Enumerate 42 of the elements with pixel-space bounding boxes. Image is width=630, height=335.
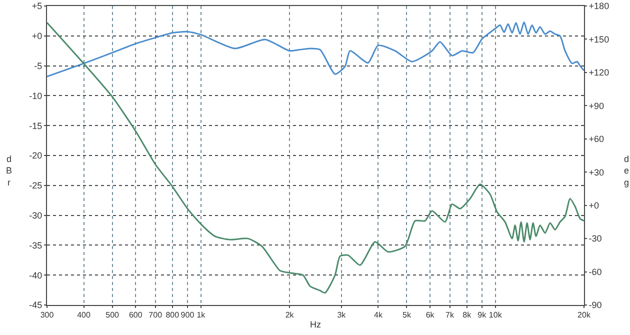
x-tick-label: 1k [196, 310, 206, 320]
y-tick-label: -10 [29, 90, 42, 101]
x-tick-label: 400 [77, 310, 91, 320]
y2-tick-label: +120 [588, 68, 610, 78]
y-tick-label: -5 [34, 60, 42, 71]
y-tick-label: -15 [29, 120, 42, 131]
y-tick-label: +5 [32, 1, 42, 12]
x-tick-label: 600 [128, 310, 143, 320]
x-tick-label: 2k [285, 310, 295, 320]
x-tick-label: 20k [578, 310, 592, 320]
y2-tick-label: +150 [588, 34, 610, 44]
x-axis-title: Hz [310, 319, 322, 330]
y2-tick-label: +180 [588, 1, 610, 12]
y2-tick-label: -90 [588, 300, 602, 310]
y2-tick-label: +90 [588, 100, 604, 111]
x-tick-label: 6k [426, 310, 436, 320]
y-tick-label: +0 [32, 31, 42, 42]
x-tick-label: 4k [374, 310, 384, 320]
y-tick-label: -20 [29, 150, 42, 161]
y2-tick-label: +60 [588, 134, 604, 144]
y-axis-title: dBr [6, 154, 12, 188]
y-tick-label: -35 [29, 240, 42, 250]
y-tick-label: -40 [29, 270, 42, 280]
y2-tick-label: -30 [588, 234, 602, 244]
x-tick-label: 7k [446, 310, 455, 320]
y2-tick-label: -60 [588, 266, 602, 277]
x-tick-label: 900 [180, 310, 195, 320]
y-tick-label: -30 [29, 210, 42, 220]
x-tick-label: 9k [478, 310, 488, 320]
x-tick-label: 300 [40, 310, 54, 320]
x-tick-label: 500 [106, 310, 120, 320]
y2-tick-label: +30 [588, 167, 604, 178]
x-tick-label: 10k [488, 310, 503, 320]
y2-axis-title: deg [624, 154, 630, 188]
x-tick-label: 8k [462, 310, 472, 320]
y-tick-label: -25 [29, 180, 42, 191]
x-tick-label: 3k [337, 310, 347, 320]
y-tick-label: -45 [29, 300, 42, 310]
x-tick-label: 800 [166, 310, 180, 320]
x-tick-label: 700 [148, 310, 163, 320]
x-tick-label: 5k [402, 310, 412, 320]
y2-tick-label: +0 [588, 200, 600, 210]
